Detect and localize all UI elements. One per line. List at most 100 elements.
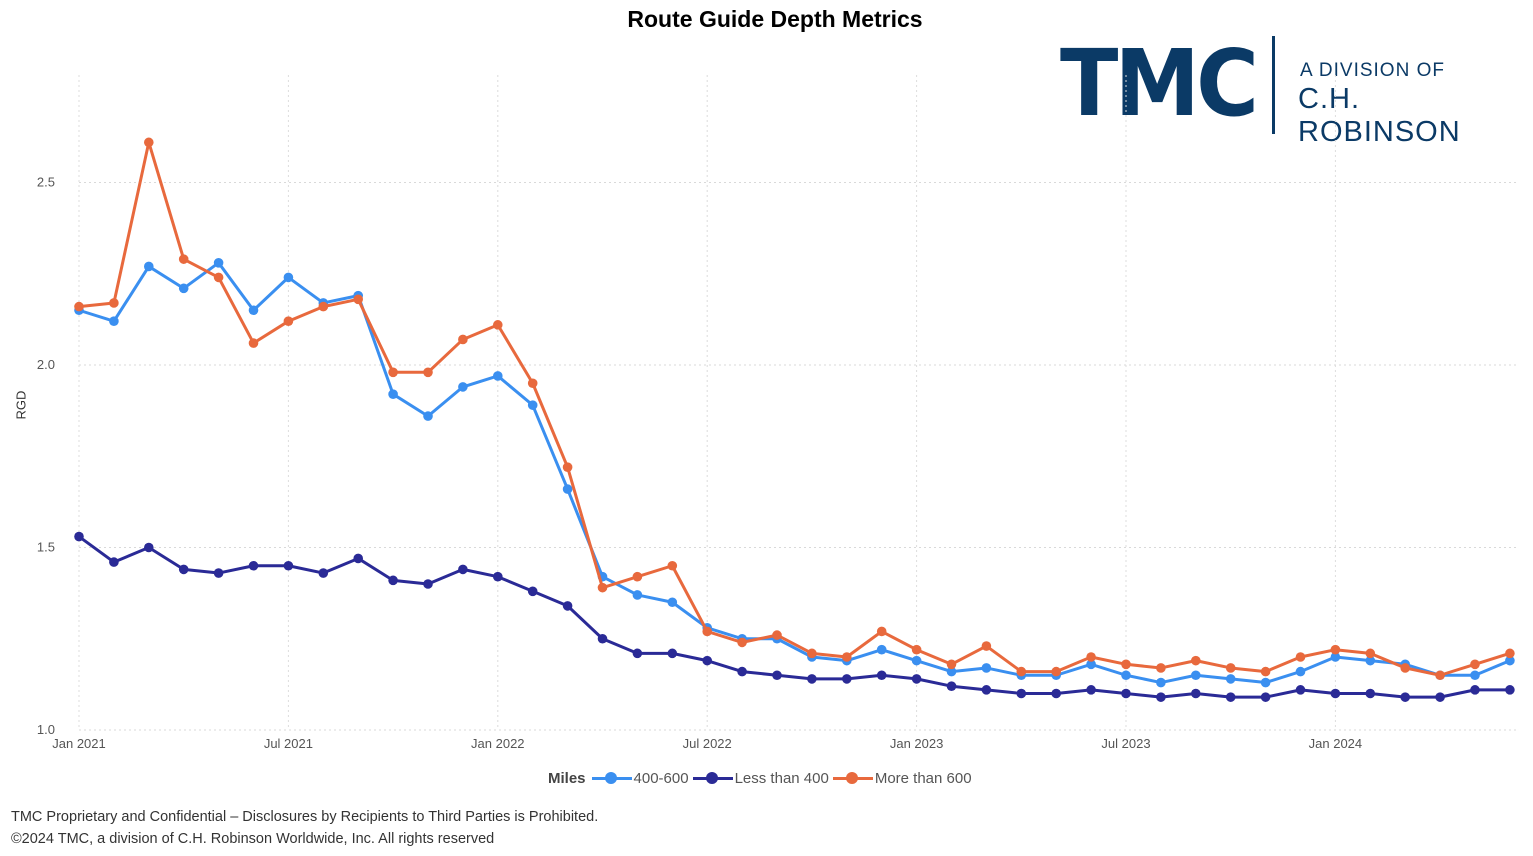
data-point [1016, 688, 1027, 699]
data-point [318, 301, 329, 312]
data-point [74, 301, 84, 312]
data-point [178, 283, 189, 294]
y-tick-label: 2.0 [37, 357, 55, 372]
y-axis-ticks: 1.0 1.5 2.0 2.5 [37, 175, 55, 738]
footer-copyright: ©2024 TMC, a division of C.H. Robinson W… [11, 831, 495, 847]
data-point [458, 382, 468, 392]
data-point [562, 601, 573, 611]
data-point [842, 674, 852, 684]
data-point [1121, 688, 1131, 699]
data-point [1225, 663, 1236, 673]
data-point [981, 663, 992, 673]
data-point [1330, 644, 1341, 655]
data-point [109, 557, 119, 567]
x-tick-label: Jan 2022 [471, 736, 525, 751]
data-point [178, 254, 189, 264]
series-line [78, 261, 1511, 685]
data-point [527, 586, 538, 597]
data-point [946, 681, 957, 691]
data-point [213, 568, 224, 578]
data-point [876, 626, 887, 637]
data-point [597, 633, 608, 644]
data-point [876, 644, 887, 655]
chart-grid [78, 75, 1518, 731]
legend-item-400-600[interactable]: 400-600 [591, 770, 689, 787]
x-tick-label: Jul 2022 [683, 736, 732, 751]
data-point [1156, 692, 1166, 702]
data-point [562, 462, 573, 473]
logo-divider [1272, 36, 1275, 134]
data-point [423, 579, 433, 589]
data-point [283, 560, 294, 571]
footer-confidential: TMC Proprietary and Confidential – Discl… [11, 809, 599, 825]
data-point [423, 411, 433, 421]
chart-title: Route Guide Depth Metrics [627, 6, 923, 32]
legend-item-less-than-400[interactable]: Less than 400 [692, 769, 829, 787]
data-point [283, 316, 294, 327]
x-tick-label: Jan 2021 [52, 736, 106, 751]
data-point [981, 641, 992, 651]
data-point [807, 648, 817, 659]
x-axis-ticks: Jan 2021 Jul 2021 Jan 2022 Jul 2022 Jan 2023… [52, 736, 1362, 751]
data-point [213, 258, 224, 268]
data-point [1051, 688, 1061, 699]
data-point [1470, 670, 1480, 681]
data-point [1435, 692, 1445, 702]
data-point [388, 575, 398, 586]
data-point [248, 560, 259, 571]
data-point [1260, 666, 1271, 677]
legend-item-more-than-600[interactable]: More than 600 [832, 769, 972, 787]
data-point [1191, 655, 1201, 666]
data-point [493, 371, 503, 381]
data-point [911, 674, 922, 684]
data-point [807, 674, 817, 684]
data-point [1365, 655, 1376, 666]
y-tick-label: 1.5 [37, 540, 55, 555]
data-point [1505, 648, 1515, 659]
data-point [458, 564, 468, 575]
x-tick-label: Jul 2023 [1101, 736, 1150, 751]
data-point [632, 590, 643, 600]
data-point [109, 316, 119, 327]
legend-label: Less than 400 [734, 769, 829, 787]
data-point [842, 652, 852, 662]
data-point [1505, 655, 1515, 666]
data-point [283, 272, 294, 283]
data-point [144, 542, 154, 553]
data-point [1086, 659, 1096, 670]
data-point [74, 531, 84, 542]
data-point [1156, 677, 1166, 688]
data-point [527, 400, 538, 410]
data-point [1330, 688, 1341, 699]
data-point [737, 666, 747, 677]
data-point [109, 298, 119, 308]
data-point [1156, 663, 1166, 673]
data-point [911, 655, 922, 666]
chart-legend: Miles 400-600 Less than 400 More than 60… [548, 768, 976, 788]
data-point [423, 367, 433, 378]
data-point [1225, 692, 1236, 702]
data-point [1260, 677, 1271, 688]
data-point [597, 582, 608, 593]
data-point [213, 272, 224, 283]
data-point [1295, 666, 1306, 677]
series-line [78, 140, 1511, 677]
data-point [1295, 685, 1306, 695]
legend-label: More than 600 [874, 769, 972, 787]
data-point [667, 597, 678, 608]
data-point [1260, 692, 1271, 702]
data-point [178, 564, 189, 575]
data-point [1191, 670, 1201, 681]
y-tick-label: 1.0 [37, 722, 55, 737]
data-point [353, 553, 364, 564]
data-point [1086, 685, 1096, 695]
data-point [702, 626, 712, 637]
data-point [737, 637, 747, 648]
legend-title: Miles [548, 769, 586, 787]
x-tick-label: Jan 2023 [890, 736, 944, 751]
x-tick-label: Jul 2021 [264, 736, 313, 751]
series-more-than-600 [74, 137, 1515, 681]
series-line [78, 535, 1510, 699]
data-point [493, 571, 503, 582]
data-point [1225, 674, 1236, 684]
